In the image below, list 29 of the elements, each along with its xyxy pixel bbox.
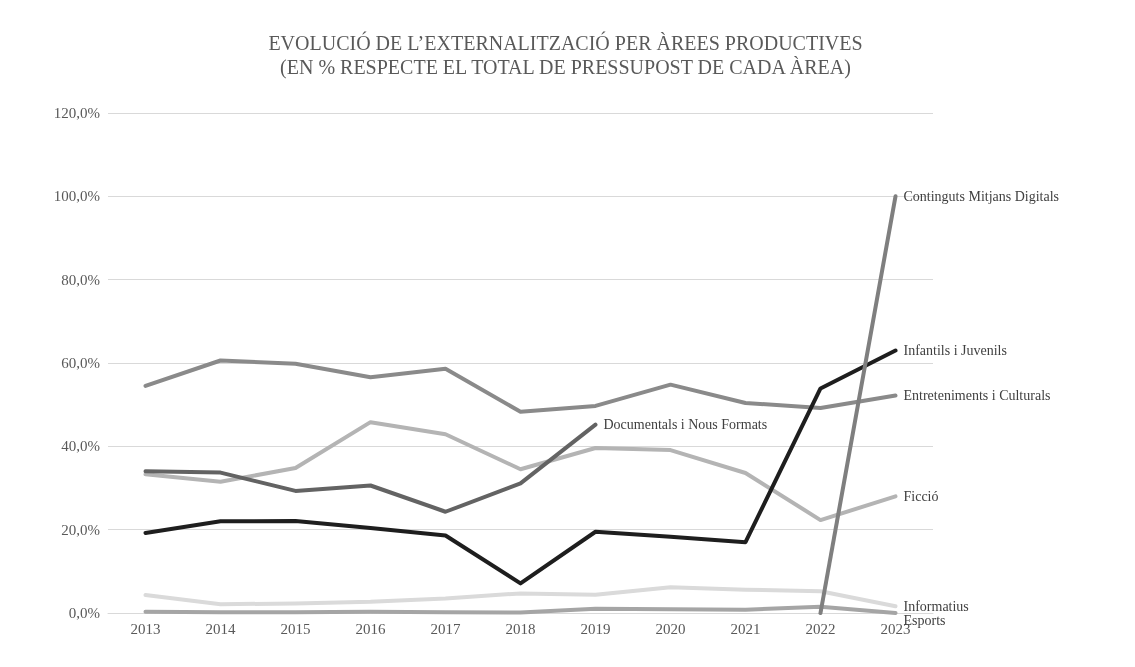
x-tick-label: 2016: [355, 620, 386, 637]
x-tick-label: 2022: [805, 620, 836, 637]
chart-title: EVOLUCIÓ DE L’EXTERNALITZACIÓ PER ÀREES PRODUCTIVES (EN % RESPECTE EL TOTAL DE PRESSUPOST DE CADA ÀREA): [268, 31, 863, 79]
series-label: Continguts Mitjans Digitals: [903, 188, 1060, 204]
x-tick-label: 2013: [130, 620, 161, 637]
y-tick-label: 40,0%: [61, 438, 100, 455]
y-tick-label: 0,0%: [68, 605, 100, 621]
series-label: Informatius: [903, 598, 969, 614]
series-label: Entreteniments i Culturals: [903, 388, 1051, 403]
y-tick-label: 100,0%: [53, 188, 100, 205]
y-tick-label: 20,0%: [61, 521, 100, 538]
x-tick-label: 2017: [430, 620, 461, 637]
y-tick-label: 80,0%: [61, 271, 100, 288]
line-series: [143, 422, 598, 514]
x-tick-label: 2019: [580, 620, 611, 637]
x-tick-label: 2014: [205, 620, 236, 637]
series-label: Ficció: [903, 488, 939, 504]
series-label: Documentals i Nous Formats: [603, 417, 768, 433]
series-label: Infantils i Juvenils: [903, 343, 1007, 358]
line-series: [143, 420, 898, 523]
x-tick-label: 2018: [505, 620, 536, 637]
line-series: [143, 348, 898, 586]
y-tick-label: 60,0%: [61, 355, 100, 371]
line-series: [143, 585, 898, 609]
y-tick-label: 120,0%: [53, 105, 100, 121]
x-tick-label: 2020: [655, 620, 686, 637]
x-tick-label: 2015: [280, 620, 311, 637]
x-tick-label: 2021: [730, 620, 761, 637]
line-series: [143, 604, 898, 615]
